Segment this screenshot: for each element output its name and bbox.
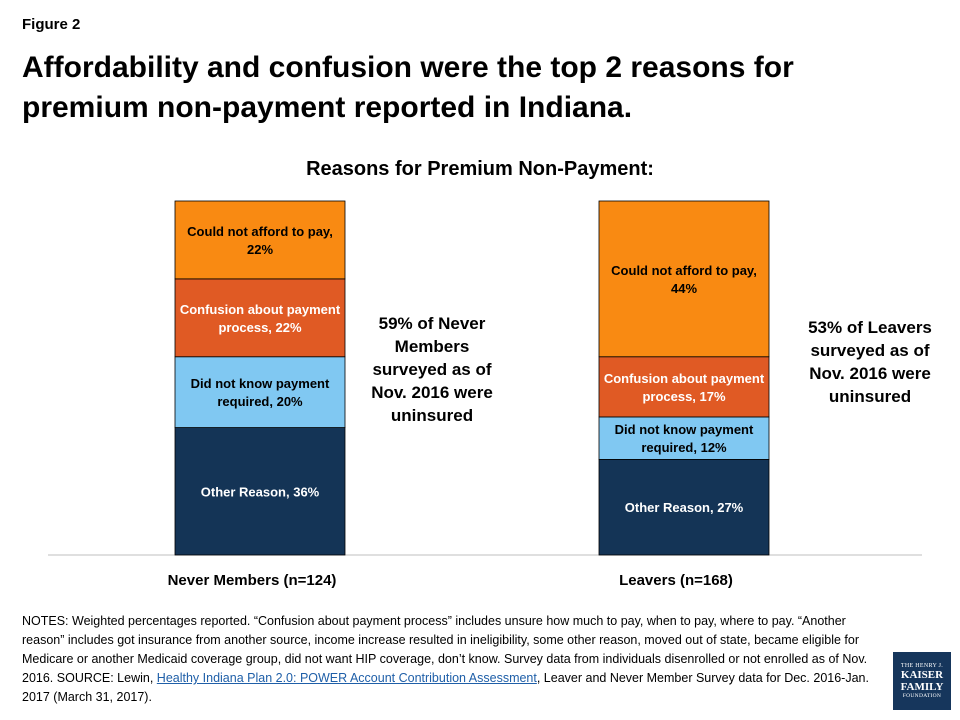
data-label-could-not-afford-to-pay-1: Could not afford to pay, 22% xyxy=(187,224,333,257)
data-label-confusion-about-payment-process-1: Confusion about payment process, 22% xyxy=(180,302,341,335)
figure-title: Affordability and confusion were the top… xyxy=(22,51,794,124)
kff-logo: THE HENRY J. KAISER FAMILY FOUNDATION xyxy=(893,652,951,710)
logo-line4: FOUNDATION xyxy=(902,693,942,699)
bar-other-reason-1 xyxy=(174,427,346,556)
notes-text: NOTES: Weighted percentages reported. “C… xyxy=(22,614,868,685)
side-note-never-members: 59% of Never Members surveyed as of Nov.… xyxy=(371,314,493,425)
logo-line1: THE HENRY J. xyxy=(900,663,944,669)
data-label-confusion-about-payment-process-2: Confusion about payment process, 17% xyxy=(604,371,765,404)
notes-text-end: , Leaver and Never Member Survey data fo… xyxy=(22,671,869,704)
data-label-did-not-know-payment-required-1: Did not know payment required, 20% xyxy=(191,376,330,409)
bar-other-reason-2 xyxy=(598,459,770,556)
bar-did-not-know-payment-required-1 xyxy=(174,356,346,428)
figure-label: Figure 2 xyxy=(22,16,81,33)
bar-could-not-afford-to-pay-1 xyxy=(174,200,346,280)
category-label-2: Leavers (n=168) xyxy=(619,572,733,589)
bar-did-not-know-payment-required-2 xyxy=(598,416,770,460)
bar-confusion-about-payment-process-2 xyxy=(598,356,770,418)
notes-source: NOTES: Weighted percentages reported. “C… xyxy=(22,612,872,707)
stacked-bar-chart: Other Reason, 36% Did not know payment req… xyxy=(48,200,922,589)
logo-line2: KAISER xyxy=(900,669,944,681)
category-label-1: Never Members (n=124) xyxy=(168,572,337,589)
logo-line3: FAMILY xyxy=(900,681,944,693)
side-note-leavers: 53% of Leavers surveyed as of Nov. 2016 … xyxy=(808,318,932,406)
data-label-other-reason-2: Other Reason, 27% xyxy=(625,500,744,515)
data-label-other-reason-1: Other Reason, 36% xyxy=(201,484,320,499)
source-link[interactable]: Healthy Indiana Plan 2.0: POWER Account … xyxy=(156,671,537,685)
chart-title: Reasons for Premium Non-Payment: xyxy=(306,158,654,180)
bar-could-not-afford-to-pay-2 xyxy=(598,200,770,358)
data-label-did-not-know-payment-required-2: Did not know payment required, 12% xyxy=(615,422,754,455)
bar-confusion-about-payment-process-1 xyxy=(174,278,346,358)
data-label-could-not-afford-to-pay-2: Could not afford to pay, 44% xyxy=(611,263,757,296)
